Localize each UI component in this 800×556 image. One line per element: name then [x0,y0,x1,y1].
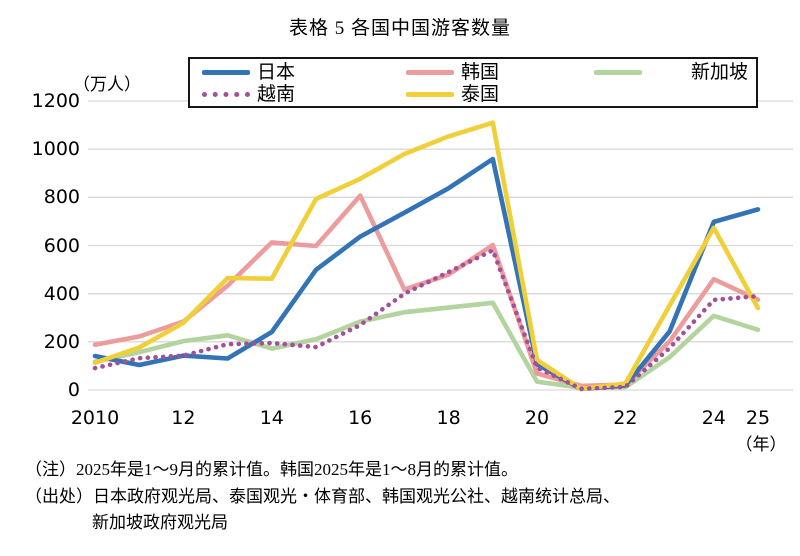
y-tick-label: 1200 [31,90,80,112]
x-tick-label: 22 [613,407,638,429]
x-tick-label: 16 [348,407,373,429]
series-line-japan [92,156,761,392]
legend-item-singapore: 新加坡 [594,63,748,82]
legend-label-singapore: 新加坡 [690,61,748,83]
y-axis-unit-label: （万人） [73,75,141,94]
legend-label-thailand: 泰国 [461,83,500,105]
series-line-thailand [92,120,761,392]
x-tick-label: 14 [259,407,284,429]
legend-item-thailand: 泰国 [406,85,594,104]
legend-label-korea: 韩国 [461,61,500,83]
x-tick-label: 12 [171,407,196,429]
x-tick-label: 20 [524,407,550,429]
legend-item-vietnam: 越南 [202,85,406,104]
y-tick-label: 600 [43,234,80,257]
series-line-singapore [92,300,761,391]
korea-line-swatch-icon [406,69,454,75]
footnote-source-line2: 新加坡政府观光局 [92,513,228,532]
vietnam-dotted-swatch-icon [202,91,250,97]
footnote-note: （注）2025年是1～9月的累计值。韩国2025年是1～8月的累计值。 [25,460,518,479]
legend-item-japan: 日本 [202,63,406,82]
series-line-vietnam [92,248,761,392]
x-tick-label: 24 [701,407,726,429]
y-tick-label: 1000 [31,138,80,161]
legend-item-korea: 韩国 [406,63,594,82]
y-tick-label: 800 [43,186,80,209]
singapore-line-swatch-icon [594,69,642,75]
thailand-line-swatch-icon [406,91,454,97]
x-axis-unit-label: （年） [735,435,787,454]
legend: 日本 韩国 新加坡 越南 泰国 [188,57,758,108]
footnotes: （注）2025年是1～9月的累计值。韩国2025年是1～8月的累计值。 （出处）… [25,457,785,537]
legend-label-vietnam: 越南 [257,83,296,105]
footnote-source-line1: （出处）日本政府观光局、泰国观光・体育部、韩国观光公社、越南统计总局、 [25,486,620,506]
x-tick-label: 2010 [70,407,120,429]
x-tick-label: 25 [745,407,771,429]
chart-title: 表格 5 各国中国游客数量 [288,18,511,39]
legend-label-japan: 日本 [257,61,296,83]
y-tick-label: 0 [67,379,80,401]
x-tick-label: 18 [436,407,461,429]
y-tick-label: 400 [43,282,80,305]
japan-line-swatch-icon [202,69,250,75]
y-tick-label: 200 [43,330,80,353]
